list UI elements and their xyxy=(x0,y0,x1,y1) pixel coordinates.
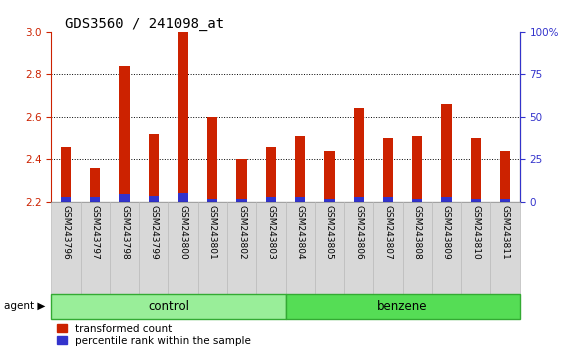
Bar xyxy=(471,138,481,202)
Bar xyxy=(383,138,393,202)
Bar xyxy=(412,199,423,202)
Text: agent ▶: agent ▶ xyxy=(5,301,46,311)
Bar xyxy=(441,197,452,202)
Bar xyxy=(490,202,520,294)
Text: GSM243799: GSM243799 xyxy=(149,205,158,259)
Bar xyxy=(373,202,403,294)
Text: GSM243803: GSM243803 xyxy=(266,205,275,259)
Text: GSM243805: GSM243805 xyxy=(325,205,334,259)
Bar xyxy=(471,199,481,202)
Bar xyxy=(324,151,335,202)
Text: GDS3560 / 241098_at: GDS3560 / 241098_at xyxy=(66,17,224,31)
Bar xyxy=(148,196,159,202)
Bar xyxy=(256,202,286,294)
Bar xyxy=(90,197,100,202)
Text: GSM243807: GSM243807 xyxy=(383,205,392,259)
Text: GSM243796: GSM243796 xyxy=(62,205,71,259)
Bar xyxy=(90,168,100,202)
Bar xyxy=(178,32,188,202)
Bar xyxy=(61,197,71,202)
Text: GSM243806: GSM243806 xyxy=(354,205,363,259)
Bar xyxy=(81,202,110,294)
Bar xyxy=(198,202,227,294)
Bar xyxy=(119,66,130,202)
Text: control: control xyxy=(148,300,189,313)
Legend: transformed count, percentile rank within the sample: transformed count, percentile rank withi… xyxy=(57,324,251,346)
Bar xyxy=(139,202,168,294)
Bar xyxy=(412,136,423,202)
Bar xyxy=(295,197,305,202)
Bar xyxy=(315,202,344,294)
Text: GSM243808: GSM243808 xyxy=(413,205,422,259)
Bar xyxy=(286,202,315,294)
Bar xyxy=(295,136,305,202)
Bar xyxy=(119,194,130,202)
Bar xyxy=(500,151,510,202)
Text: GSM243810: GSM243810 xyxy=(471,205,480,259)
Bar xyxy=(148,134,159,202)
Text: GSM243802: GSM243802 xyxy=(237,205,246,259)
Bar xyxy=(432,202,461,294)
Text: benzene: benzene xyxy=(377,300,428,313)
Bar xyxy=(51,202,81,294)
Bar xyxy=(441,104,452,202)
Bar xyxy=(461,202,490,294)
Text: GSM243798: GSM243798 xyxy=(120,205,129,259)
Text: GSM243811: GSM243811 xyxy=(500,205,509,259)
Bar xyxy=(353,197,364,202)
Text: GSM243800: GSM243800 xyxy=(179,205,188,259)
Bar xyxy=(324,199,335,202)
Text: GSM243809: GSM243809 xyxy=(442,205,451,259)
Bar xyxy=(353,108,364,202)
Text: GSM243804: GSM243804 xyxy=(296,205,305,259)
Bar xyxy=(227,202,256,294)
Bar xyxy=(266,147,276,202)
Bar xyxy=(286,294,520,319)
Bar xyxy=(266,197,276,202)
Bar xyxy=(403,202,432,294)
Bar xyxy=(236,199,247,202)
Bar xyxy=(168,202,198,294)
Bar xyxy=(500,199,510,202)
Text: GSM243797: GSM243797 xyxy=(91,205,100,259)
Bar xyxy=(207,117,218,202)
Bar xyxy=(61,147,71,202)
Bar xyxy=(178,193,188,202)
Text: GSM243801: GSM243801 xyxy=(208,205,217,259)
Bar xyxy=(383,197,393,202)
Bar xyxy=(207,199,218,202)
Bar xyxy=(110,202,139,294)
Bar xyxy=(344,202,373,294)
Bar xyxy=(236,159,247,202)
Bar xyxy=(51,294,286,319)
